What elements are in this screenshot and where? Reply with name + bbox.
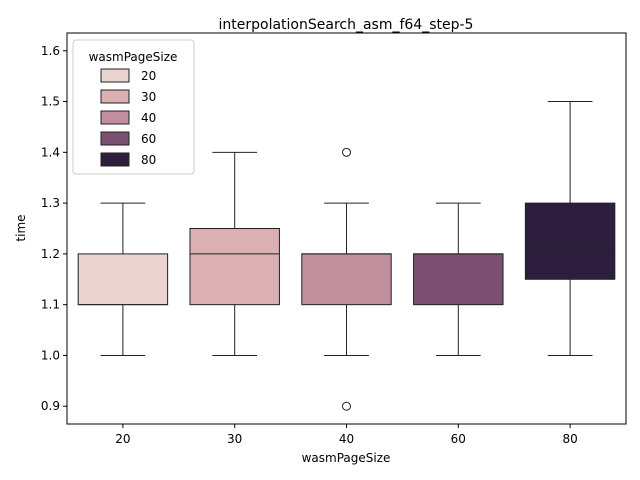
- legend-swatch: [100, 110, 130, 125]
- box-group-80: [524, 101, 616, 356]
- legend-label: 20: [141, 69, 156, 83]
- box-group-30: [189, 151, 280, 356]
- box-body: [413, 253, 504, 306]
- box-group-60: [413, 202, 504, 356]
- legend-label: 80: [141, 153, 156, 167]
- outlier-point: [342, 401, 351, 411]
- legend-title: wasmPageSize: [89, 50, 178, 64]
- legend-swatch: [100, 89, 130, 104]
- x-tick-label: 80: [562, 432, 577, 446]
- legend-swatch: [100, 68, 130, 83]
- chart-title: interpolationSearch_asm_f64_step-5: [219, 17, 474, 33]
- y-tick-label: 1.2: [41, 247, 60, 261]
- legend-swatch: [100, 131, 130, 146]
- box-group-20: [77, 202, 169, 356]
- x-axis-label: wasmPageSize: [302, 451, 391, 465]
- x-tick-label: 40: [339, 432, 354, 446]
- box-body: [524, 202, 616, 280]
- y-tick-label: 1.0: [41, 348, 60, 362]
- legend-label: 30: [141, 90, 156, 104]
- box-body: [301, 253, 392, 306]
- boxes-layer: [77, 101, 616, 411]
- outlier-point: [342, 147, 351, 157]
- x-tick-label: 60: [451, 432, 466, 446]
- x-tick-label: 30: [227, 432, 242, 446]
- legend: wasmPageSize 20 30 40 60 80: [72, 39, 195, 175]
- box-body: [189, 228, 280, 306]
- legend-label: 40: [141, 111, 156, 125]
- y-tick-label: 1.6: [41, 44, 60, 58]
- x-tick-label: 20: [115, 432, 130, 446]
- y-tick-label: 0.9: [41, 399, 60, 413]
- y-tick-label: 1.4: [41, 145, 60, 159]
- y-tick-label: 1.1: [41, 298, 60, 312]
- box-body: [77, 253, 169, 306]
- box-group-40: [301, 147, 392, 411]
- y-axis-label: time: [14, 214, 28, 241]
- legend-swatch: [100, 152, 130, 167]
- y-axis: 0.9 1.0 1.1 1.2 1.3 1.4 1.5 1.6: [41, 44, 67, 413]
- y-tick-label: 1.3: [41, 196, 60, 210]
- y-tick-label: 1.5: [41, 95, 60, 109]
- legend-label: 60: [141, 132, 156, 146]
- x-axis: 20 30 40 60 80: [115, 424, 578, 446]
